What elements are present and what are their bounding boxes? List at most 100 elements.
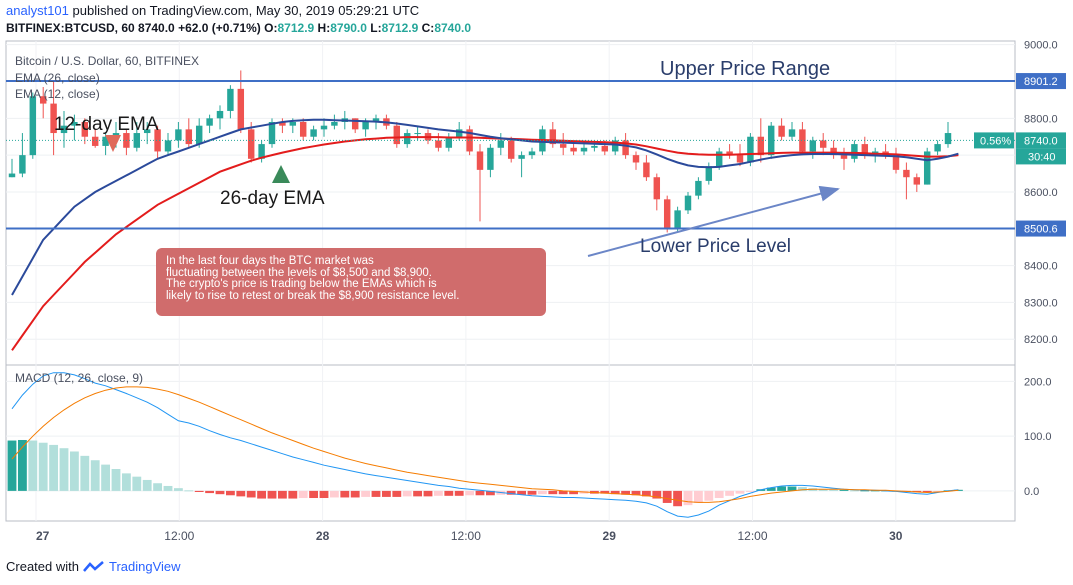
macd-histogram-bar [797,487,807,491]
candle-body [19,155,26,174]
macd-histogram-bar [537,490,547,495]
macd-histogram-bar [621,490,631,495]
candle-body [643,162,650,178]
macd-histogram-bar [849,490,859,492]
low-value: 8712.9 [381,21,419,35]
candle-body [258,144,265,159]
price-tick-label: 8600.0 [1024,187,1058,199]
candle-body [455,129,463,137]
macd-histogram-bar [860,490,870,492]
macd-histogram-bar [433,490,443,496]
candle-body [507,140,515,159]
open-value: 8712.9 [277,21,315,35]
macd-histogram-bar [506,490,516,495]
candle-body [435,140,442,148]
macd-histogram-bar [267,490,277,499]
upper-level-badge: 8901.2 [1024,76,1058,88]
time-tick-label: 28 [316,529,330,543]
symbol-label: BITFINEX:BTCUSD, 60 [6,21,135,35]
open-label: O: [264,21,278,35]
macd-histogram-bar [569,490,579,495]
macd-histogram-bar [662,490,672,503]
macd-histogram-bar [933,490,943,492]
candle-body [611,140,619,152]
macd-histogram-bar [527,490,537,495]
candle-body [414,133,421,135]
macd-histogram-bar [922,490,932,493]
candle-body [580,147,588,152]
candle-body [112,133,120,137]
macd-histogram-bar [371,490,381,497]
macd-line [11,372,959,518]
macd-histogram-bar [246,490,256,498]
macd-histogram-bar [444,490,454,496]
note-line: In the last four days the BTC market was [166,255,374,267]
macd-histogram-bar [870,490,880,492]
candle-body [372,118,380,122]
high-value: 8790.0 [330,21,367,35]
ema26-line [11,136,959,351]
candle-body [247,129,255,159]
time-tick-label: 29 [603,529,617,543]
close-value: 8740.0 [434,21,472,35]
time-tick-label: 12:00 [164,529,194,543]
macd-legend: MACD (12, 26, close, 9) [15,371,143,385]
candle-body [299,122,307,137]
ema26-legend: EMA (26, close) [15,71,100,85]
macd-histogram-bar [340,490,350,498]
macd-tick-label: 0.0 [1024,486,1039,498]
candle-body [861,144,869,156]
analysis-note-box: In the last four days the BTC market was… [156,248,546,316]
candle-body [715,151,723,167]
candle-body [695,180,702,196]
lower-level-label: Lower Price Level [640,236,791,257]
candle-body [351,118,359,130]
price-tick-label: 8400.0 [1024,261,1058,273]
macd-histogram-bar [49,444,59,491]
macd-histogram-bar [288,490,298,499]
last-price: 8740.0 [138,21,175,35]
macd-histogram-bar [319,490,329,499]
price-tick-label: 9000.0 [1024,40,1058,52]
ema12-legend: EMA (12, close) [15,87,100,101]
macd-histogram-bar [173,488,183,491]
macd-histogram-bar [402,490,412,497]
candle-body [206,118,213,126]
candle-body [851,144,858,159]
candle-body [819,140,827,148]
candle-body [705,166,713,181]
macd-histogram-bar [777,486,787,491]
close-label: C: [421,21,435,35]
macd-histogram-bar [673,490,683,507]
candle-body [268,122,276,145]
candle-body [830,147,837,156]
candle-body [632,155,640,163]
candle-body [91,136,99,146]
time-tick-label: 12:00 [451,529,481,543]
tradingview-logo-icon [83,560,104,572]
macd-histogram-bar [454,490,464,496]
ema12-label: 12-day EMA [54,114,159,135]
macd-histogram-bar [38,442,48,491]
macd-histogram-bar [361,490,371,497]
candle-body [175,129,182,141]
macd-histogram-bar [423,490,433,497]
macd-histogram-bar [548,490,558,495]
macd-histogram-bar [704,490,714,501]
candle-body [923,151,931,185]
footer: Created with TradingView [6,559,181,574]
candle-body [944,133,952,145]
candle-body [497,140,505,148]
tradingview-brand[interactable]: TradingView [108,559,181,574]
lower-level-badge: 8500.6 [1024,224,1058,236]
author-link[interactable]: analyst101 [6,3,69,18]
buy-signal-arrow-icon [272,165,290,183]
macd-histogram-bar [818,489,828,491]
macd-histogram-bar [101,464,111,491]
macd-histogram-bar [59,448,69,491]
sell-signal-arrow-icon [105,135,121,152]
macd-histogram-bar [111,469,121,491]
candle-body [362,122,369,130]
candle-body [320,125,328,130]
